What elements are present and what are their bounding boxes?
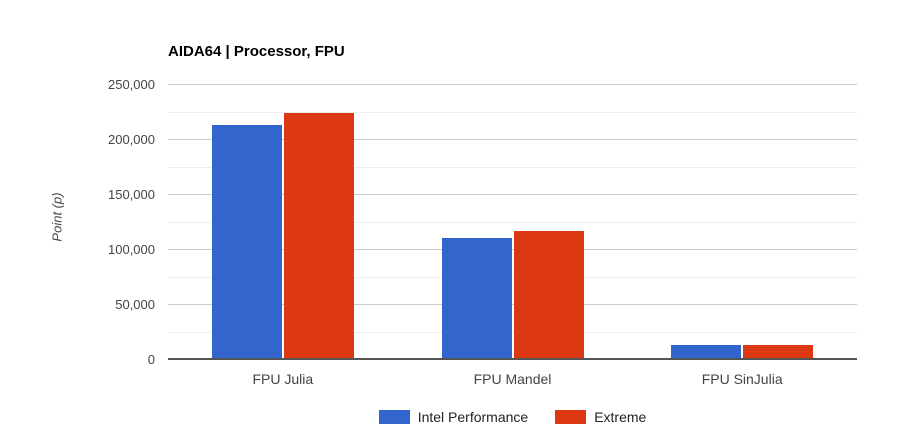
legend-item-extreme[interactable]: Extreme	[555, 409, 646, 425]
y-tick-label: 50,000	[115, 297, 155, 312]
plot-area	[168, 84, 857, 360]
legend-label: Extreme	[594, 409, 647, 425]
minor-gridline	[168, 331, 857, 333]
x-axis-label-fpu-sinjulia: FPU SinJulia	[701, 371, 783, 387]
major-gridline	[168, 249, 857, 250]
x-axis-label-fpu-mandel: FPU Mandel	[473, 371, 552, 387]
y-tick-label: 100,000	[108, 242, 155, 257]
legend: Intel Performance Extreme	[168, 406, 857, 428]
bar-fpu-mandel-extreme[interactable]	[513, 231, 584, 360]
major-gridline	[168, 139, 857, 140]
minor-gridline	[168, 276, 857, 278]
minor-gridline	[168, 166, 857, 168]
bar-fpu-julia-intel-performance[interactable]	[211, 124, 282, 360]
chart-title: AIDA64 | Processor, FPU	[168, 43, 345, 60]
minor-gridline	[168, 111, 857, 113]
y-tick-label: 200,000	[108, 132, 155, 147]
bar-fpu-mandel-intel-performance[interactable]	[441, 237, 512, 360]
minor-gridline	[168, 221, 857, 223]
major-gridline	[168, 304, 857, 305]
bar-fpu-sinjulia-intel-performance[interactable]	[671, 344, 742, 360]
legend-swatch-extreme	[555, 410, 587, 424]
legend-label: Intel Performance	[417, 409, 529, 425]
y-tick-label: 250,000	[108, 77, 155, 92]
major-gridline	[168, 194, 857, 195]
legend-swatch-intel-performance	[378, 410, 410, 424]
y-tick-label: 0	[147, 352, 155, 367]
bar-fpu-julia-extreme[interactable]	[283, 112, 354, 360]
x-axis-line	[168, 358, 857, 360]
legend-item-intel-performance[interactable]: Intel Performance	[378, 409, 529, 425]
y-tick-label: 150,000	[108, 187, 155, 202]
major-gridline	[168, 84, 857, 85]
bar-fpu-sinjulia-extreme[interactable]	[743, 345, 814, 360]
x-axis-label-fpu-julia: FPU Julia	[252, 371, 314, 387]
bars-layer	[168, 85, 857, 360]
